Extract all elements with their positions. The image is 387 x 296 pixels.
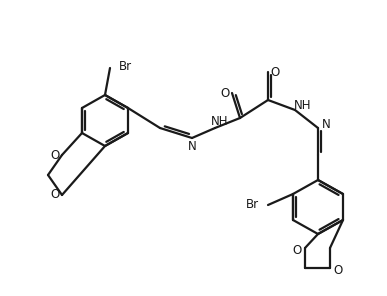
Text: Br: Br <box>119 59 132 73</box>
Text: O: O <box>50 149 60 162</box>
Text: N: N <box>322 118 330 131</box>
Text: O: O <box>50 189 60 202</box>
Text: O: O <box>333 263 342 276</box>
Text: N: N <box>188 139 196 152</box>
Text: NH: NH <box>294 99 312 112</box>
Text: NH: NH <box>211 115 229 128</box>
Text: O: O <box>271 65 280 78</box>
Text: O: O <box>220 86 229 99</box>
Text: Br: Br <box>246 199 259 212</box>
Text: O: O <box>292 244 301 257</box>
